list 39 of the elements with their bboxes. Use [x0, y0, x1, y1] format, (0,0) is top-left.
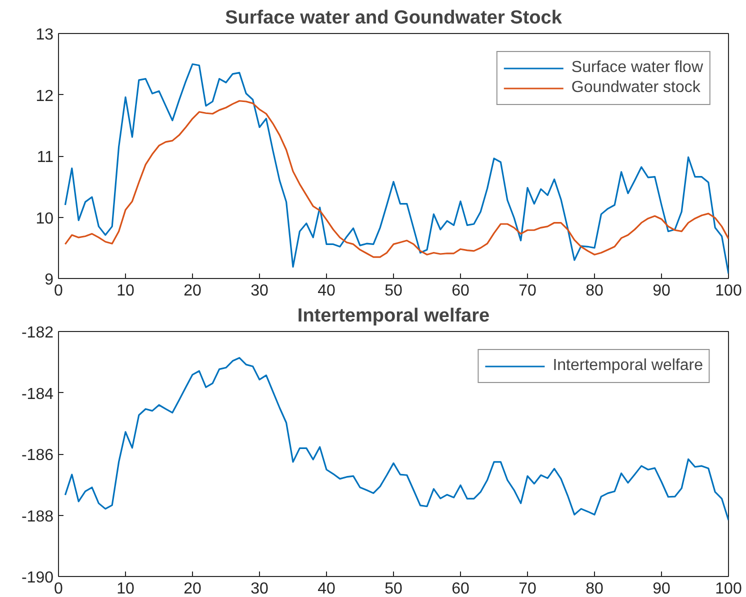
chart-title: Surface water and Goundwater Stock: [225, 8, 562, 28]
x-tick-label: 20: [184, 580, 202, 597]
y-tick-label: -188: [21, 508, 54, 526]
x-tick-label: 0: [54, 282, 64, 300]
y-tick-label: -190: [21, 570, 54, 586]
x-tick-label: 0: [54, 580, 64, 597]
x-tick-label: 40: [318, 282, 336, 300]
y-tick-label: 10: [36, 210, 54, 228]
x-tick-label: 60: [452, 580, 470, 597]
legend-label: Goundwater stock: [571, 79, 700, 97]
x-tick-label: 50: [384, 282, 402, 300]
x-tick-label: 70: [518, 282, 536, 300]
y-tick-label: 13: [36, 26, 54, 44]
x-tick-label: 90: [652, 282, 670, 300]
line-series: [64, 357, 728, 521]
legend-label: Intertemporal welfare: [552, 357, 703, 375]
x-tick-label: 100: [715, 580, 742, 597]
x-tick-label: 10: [116, 282, 134, 300]
x-tick-label: 10: [116, 580, 134, 597]
x-tick-label: 80: [586, 282, 604, 300]
y-tick-label: 12: [36, 88, 54, 105]
y-tick-label: -184: [21, 386, 54, 403]
x-tick-label: 90: [652, 580, 670, 597]
x-tick-label: 50: [384, 580, 402, 597]
y-tick-label: 11: [36, 149, 54, 166]
y-tick-label: -182: [21, 324, 54, 342]
y-tick-label: -186: [21, 447, 54, 464]
x-tick-label: 30: [250, 282, 268, 300]
x-tick-label: 70: [518, 580, 536, 597]
x-tick-label: 30: [250, 580, 268, 597]
x-tick-label: 100: [715, 282, 742, 300]
line-series: [64, 100, 728, 258]
x-tick-label: 20: [184, 282, 202, 300]
x-tick-label: 40: [318, 580, 336, 597]
chart-title: Intertemporal welfare: [297, 306, 490, 326]
x-tick-label: 60: [452, 282, 470, 300]
y-tick-label: 9: [44, 272, 54, 288]
legend-label: Surface water flow: [571, 59, 703, 77]
x-tick-label: 80: [586, 580, 604, 597]
